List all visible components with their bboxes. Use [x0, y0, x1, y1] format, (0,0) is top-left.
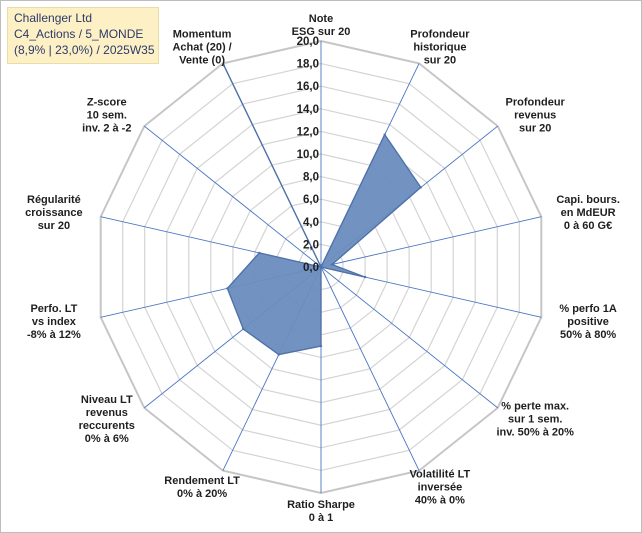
axis-label-group: % perte max.sur 1 sem.inv. 50% à 20%: [496, 401, 574, 439]
axis-label: revenus: [514, 109, 556, 121]
axis-label: Volatilité LT: [410, 468, 471, 480]
data-point: [319, 344, 323, 348]
data-point: [383, 133, 386, 136]
series-area: [223, 64, 422, 356]
axis-label: Niveau LT: [81, 394, 133, 406]
axis-spoke: [320, 266, 498, 409]
axis-spoke: [320, 216, 542, 268]
axis-label: 50% à 80%: [560, 329, 616, 341]
axis-label: % perte max.: [501, 401, 569, 413]
tick-label: 0,0: [303, 262, 319, 274]
axis-label: en MdEUR: [561, 207, 616, 219]
data-point: [419, 186, 422, 189]
axis-label: Achat (20) /: [172, 42, 231, 54]
tick-label: 18,0: [297, 59, 319, 71]
tick-label: 4,0: [303, 217, 319, 229]
axis-label: vs index: [32, 316, 77, 328]
data-points: [222, 64, 422, 356]
axis-label: Momentum: [173, 29, 232, 41]
axis-label: sur 1 sem.: [508, 414, 562, 426]
data-point: [330, 263, 334, 266]
tick-label: 6,0: [303, 194, 319, 206]
tick-label: 8,0: [303, 172, 319, 184]
axis-label: Rendement LT: [164, 475, 240, 487]
tick-label: 12,0: [297, 126, 319, 138]
axis-label: 0% à 20%: [177, 488, 227, 500]
axis-label: 40% à 0%: [415, 494, 465, 506]
data-point: [277, 353, 280, 356]
tick-label: 20,0: [297, 36, 319, 48]
axis-label: revenus: [86, 407, 128, 419]
axis-label-group: Rendement LT0% à 20%: [164, 475, 240, 500]
tick-label: 10,0: [297, 149, 319, 161]
data-point: [242, 327, 245, 331]
axis-label: Z-score: [87, 96, 127, 108]
data-point: [363, 275, 367, 279]
axis-label: Note: [309, 13, 333, 25]
info-stats: (8,9% | 23,0%) / 2025W35: [14, 43, 155, 57]
axis-label: 10 sem.: [87, 109, 127, 121]
info-box: Challenger Ltd C4_Actions / 5_MONDE (8,9…: [7, 7, 159, 64]
axis-label: 0 à 1: [309, 512, 333, 524]
axis-label: historique: [413, 42, 466, 54]
axis-spoke: [144, 125, 322, 268]
axis-label: sur 20: [38, 220, 70, 232]
data-point: [258, 251, 261, 255]
axis-label: inversée: [418, 481, 463, 493]
axis-label: sur 20: [519, 122, 551, 134]
axis-label: ESG sur 20: [292, 26, 351, 38]
tick-label: 14,0: [297, 104, 319, 116]
axis-label: sur 20: [424, 55, 456, 67]
axis-label: % perfo 1A: [559, 303, 617, 315]
axis-label: Ratio Sharpe: [287, 499, 355, 511]
info-category: C4_Actions / 5_MONDE: [14, 27, 144, 41]
axis-label: Perfo. LT: [30, 303, 77, 315]
axis-label: Profondeur: [410, 29, 470, 41]
axis-label: Vente (0): [179, 55, 225, 67]
axis-spoke: [320, 266, 420, 471]
axis-label: Régularité: [27, 194, 81, 206]
axis-label: positive: [567, 316, 609, 328]
tick-label: 2,0: [303, 239, 319, 251]
data-point: [222, 64, 226, 67]
tick-label: 16,0: [297, 81, 319, 93]
data-point: [319, 265, 323, 269]
data-point: [226, 287, 229, 290]
axis-label: -8% à 12%: [27, 329, 81, 341]
tick-labels: 0,0 2,0 4,0 6,0 8,0 10,0 12,0 14,0 16,0 18,0 20,0: [297, 36, 319, 274]
axis-label: inv. 2 à -2: [82, 122, 131, 134]
info-title: Challenger Ltd: [14, 11, 93, 25]
axis-label: croissance: [25, 207, 82, 219]
axis-label: Capi. bours.: [556, 194, 620, 206]
axis-label: 0% à 6%: [85, 433, 129, 445]
axis-label: Profondeur: [506, 96, 566, 108]
axis-label: 0 à 60 G€: [564, 220, 612, 232]
axis-label: inv. 50% à 20%: [496, 427, 574, 439]
axis-label: reccurents: [79, 420, 135, 432]
